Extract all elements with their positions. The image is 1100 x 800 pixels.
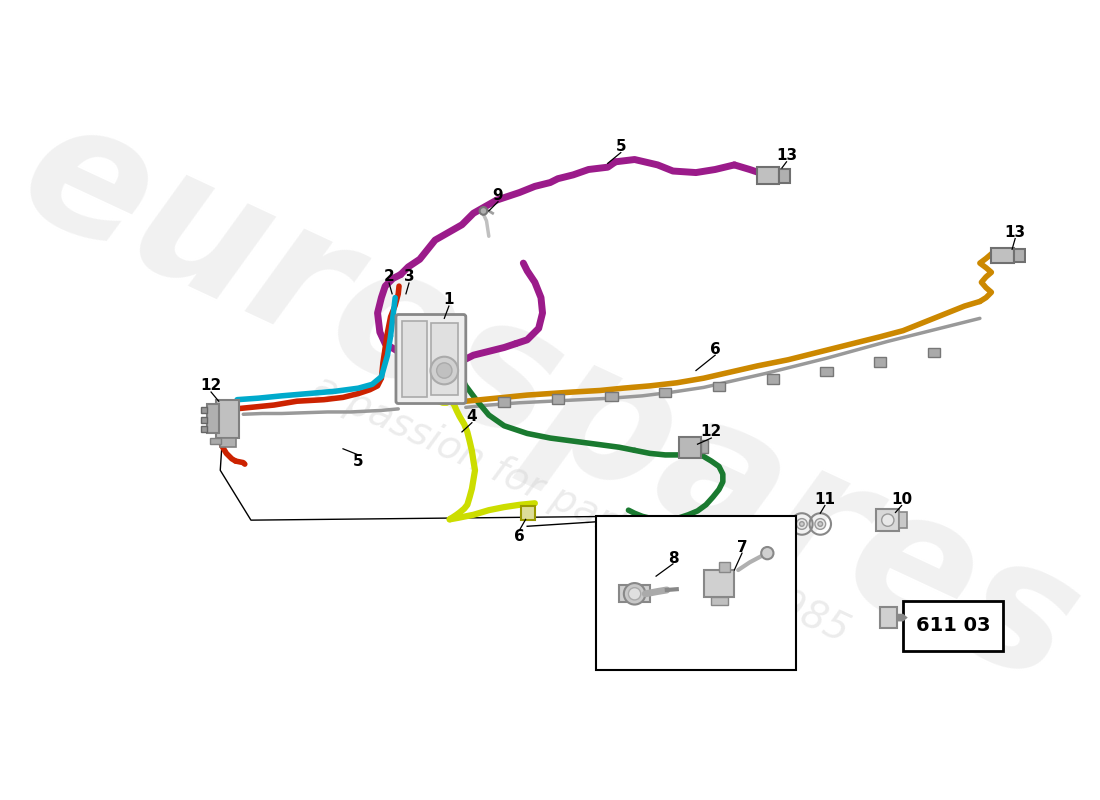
Text: 11: 11 (814, 492, 835, 507)
Bar (991, 248, 1014, 263)
Circle shape (882, 514, 894, 526)
FancyArrow shape (896, 614, 907, 622)
Bar (821, 366, 833, 376)
FancyBboxPatch shape (396, 314, 465, 403)
Bar (498, 398, 510, 406)
Circle shape (796, 518, 807, 530)
Bar (210, 438, 221, 444)
Bar (659, 388, 671, 398)
Bar (619, 586, 650, 602)
Bar (874, 358, 887, 366)
Bar (207, 403, 219, 433)
Circle shape (815, 518, 826, 530)
Bar (903, 601, 1003, 650)
Bar (877, 510, 900, 531)
Circle shape (480, 207, 487, 214)
Bar (712, 597, 728, 605)
Circle shape (800, 522, 804, 526)
Bar (217, 400, 240, 438)
Circle shape (437, 363, 452, 378)
Bar (201, 426, 207, 432)
Bar (220, 438, 235, 447)
Text: 3: 3 (404, 270, 415, 285)
Text: 5: 5 (616, 139, 626, 154)
Circle shape (430, 357, 458, 384)
Bar (403, 321, 428, 398)
Bar (552, 394, 564, 403)
Circle shape (624, 583, 646, 605)
Text: 2: 2 (384, 270, 395, 285)
Text: 13: 13 (1004, 225, 1025, 240)
Text: 1: 1 (443, 293, 454, 307)
Bar (767, 374, 779, 383)
Text: 6: 6 (514, 529, 525, 544)
Bar (704, 570, 735, 597)
Text: 4: 4 (466, 409, 477, 424)
Text: 7: 7 (737, 539, 747, 554)
Circle shape (818, 522, 823, 526)
Bar (521, 506, 535, 520)
Text: 12: 12 (701, 425, 722, 439)
Bar (679, 437, 701, 458)
Text: eurospares: eurospares (0, 80, 1100, 722)
Text: 10: 10 (891, 492, 912, 507)
Bar (201, 417, 207, 422)
Text: 611 03: 611 03 (916, 616, 990, 634)
Circle shape (628, 588, 640, 600)
Bar (596, 516, 795, 670)
Text: 6: 6 (710, 342, 720, 357)
Bar (431, 323, 458, 395)
Text: 5: 5 (353, 454, 364, 469)
Bar (719, 562, 729, 571)
Bar (1014, 250, 1025, 262)
Bar (201, 407, 207, 414)
Text: 12: 12 (200, 378, 222, 394)
Bar (927, 347, 940, 357)
Bar (880, 607, 896, 628)
Circle shape (761, 547, 773, 559)
Text: a passion for parts since 1985: a passion for parts since 1985 (307, 367, 855, 650)
Text: 9: 9 (493, 188, 504, 203)
Bar (900, 513, 908, 528)
Bar (701, 439, 708, 454)
Bar (758, 167, 779, 184)
Text: 13: 13 (776, 148, 798, 163)
Bar (605, 392, 618, 402)
Bar (713, 382, 725, 391)
Text: 8: 8 (668, 551, 679, 566)
Bar (779, 169, 790, 182)
